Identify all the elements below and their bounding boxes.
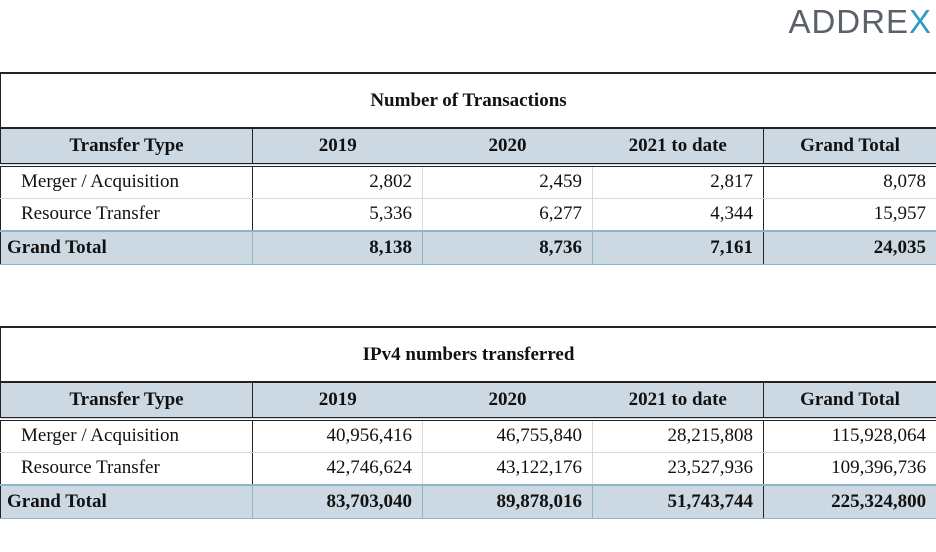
transactions-table: Number of Transactions Transfer Type 201…: [0, 72, 936, 265]
table-header-row: Transfer Type 2019 2020 2021 to date Gra…: [0, 382, 936, 421]
table-title: Number of Transactions: [0, 72, 936, 129]
column-header: Grand Total: [763, 128, 936, 167]
column-header: Transfer Type: [0, 382, 253, 421]
grand-total-row: Grand Total 8,138 8,736 7,161 24,035: [0, 230, 936, 265]
logo-accent-letter: X: [908, 3, 932, 40]
column-header: 2019: [252, 128, 423, 167]
column-header: 2020: [422, 382, 593, 421]
logo-text: ADDRE: [788, 3, 909, 40]
total-cell: 83,703,040: [252, 484, 423, 519]
table-cell: 109,396,736: [763, 452, 936, 486]
column-header: 2021 to date: [592, 128, 764, 167]
table-cell: 5,336: [252, 198, 423, 232]
table-cell: 4,344: [592, 198, 764, 232]
table-cell: 8,078: [763, 165, 936, 199]
table-cell: 23,527,936: [592, 452, 764, 486]
column-header: Transfer Type: [0, 128, 253, 167]
total-cell: 8,736: [422, 230, 593, 265]
table-row: Resource Transfer 42,746,624 43,122,176 …: [0, 452, 936, 486]
table-row: Resource Transfer 5,336 6,277 4,344 15,9…: [0, 198, 936, 232]
table-title-row: IPv4 numbers transferred: [0, 326, 936, 383]
table-title: IPv4 numbers transferred: [0, 326, 936, 383]
table-cell: 28,215,808: [592, 419, 764, 453]
addrex-logo: ADDREX: [788, 4, 932, 40]
row-label: Resource Transfer: [0, 452, 253, 486]
table-row: Merger / Acquisition 40,956,416 46,755,8…: [0, 419, 936, 453]
table-cell: 115,928,064: [763, 419, 936, 453]
total-cell: 7,161: [592, 230, 764, 265]
column-header: 2020: [422, 128, 593, 167]
table-row: Merger / Acquisition 2,802 2,459 2,817 8…: [0, 165, 936, 199]
grand-total-row: Grand Total 83,703,040 89,878,016 51,743…: [0, 484, 936, 519]
table-title-row: Number of Transactions: [0, 72, 936, 129]
column-header: 2021 to date: [592, 382, 764, 421]
row-label: Merger / Acquisition: [0, 419, 253, 453]
table-cell: 2,459: [422, 165, 593, 199]
column-header: Grand Total: [763, 382, 936, 421]
ipv4-table: IPv4 numbers transferred Transfer Type 2…: [0, 326, 936, 519]
table-cell: 6,277: [422, 198, 593, 232]
table-cell: 2,817: [592, 165, 764, 199]
row-label: Grand Total: [0, 230, 253, 265]
total-cell: 225,324,800: [763, 484, 936, 519]
table-cell: 43,122,176: [422, 452, 593, 486]
total-cell: 89,878,016: [422, 484, 593, 519]
row-label: Grand Total: [0, 484, 253, 519]
total-cell: 24,035: [763, 230, 936, 265]
table-cell: 42,746,624: [252, 452, 423, 486]
table-cell: 46,755,840: [422, 419, 593, 453]
row-label: Resource Transfer: [0, 198, 253, 232]
column-header: 2019: [252, 382, 423, 421]
row-label: Merger / Acquisition: [0, 165, 253, 199]
table-header-row: Transfer Type 2019 2020 2021 to date Gra…: [0, 128, 936, 167]
table-cell: 40,956,416: [252, 419, 423, 453]
table-cell: 2,802: [252, 165, 423, 199]
table-cell: 15,957: [763, 198, 936, 232]
total-cell: 51,743,744: [592, 484, 764, 519]
total-cell: 8,138: [252, 230, 423, 265]
